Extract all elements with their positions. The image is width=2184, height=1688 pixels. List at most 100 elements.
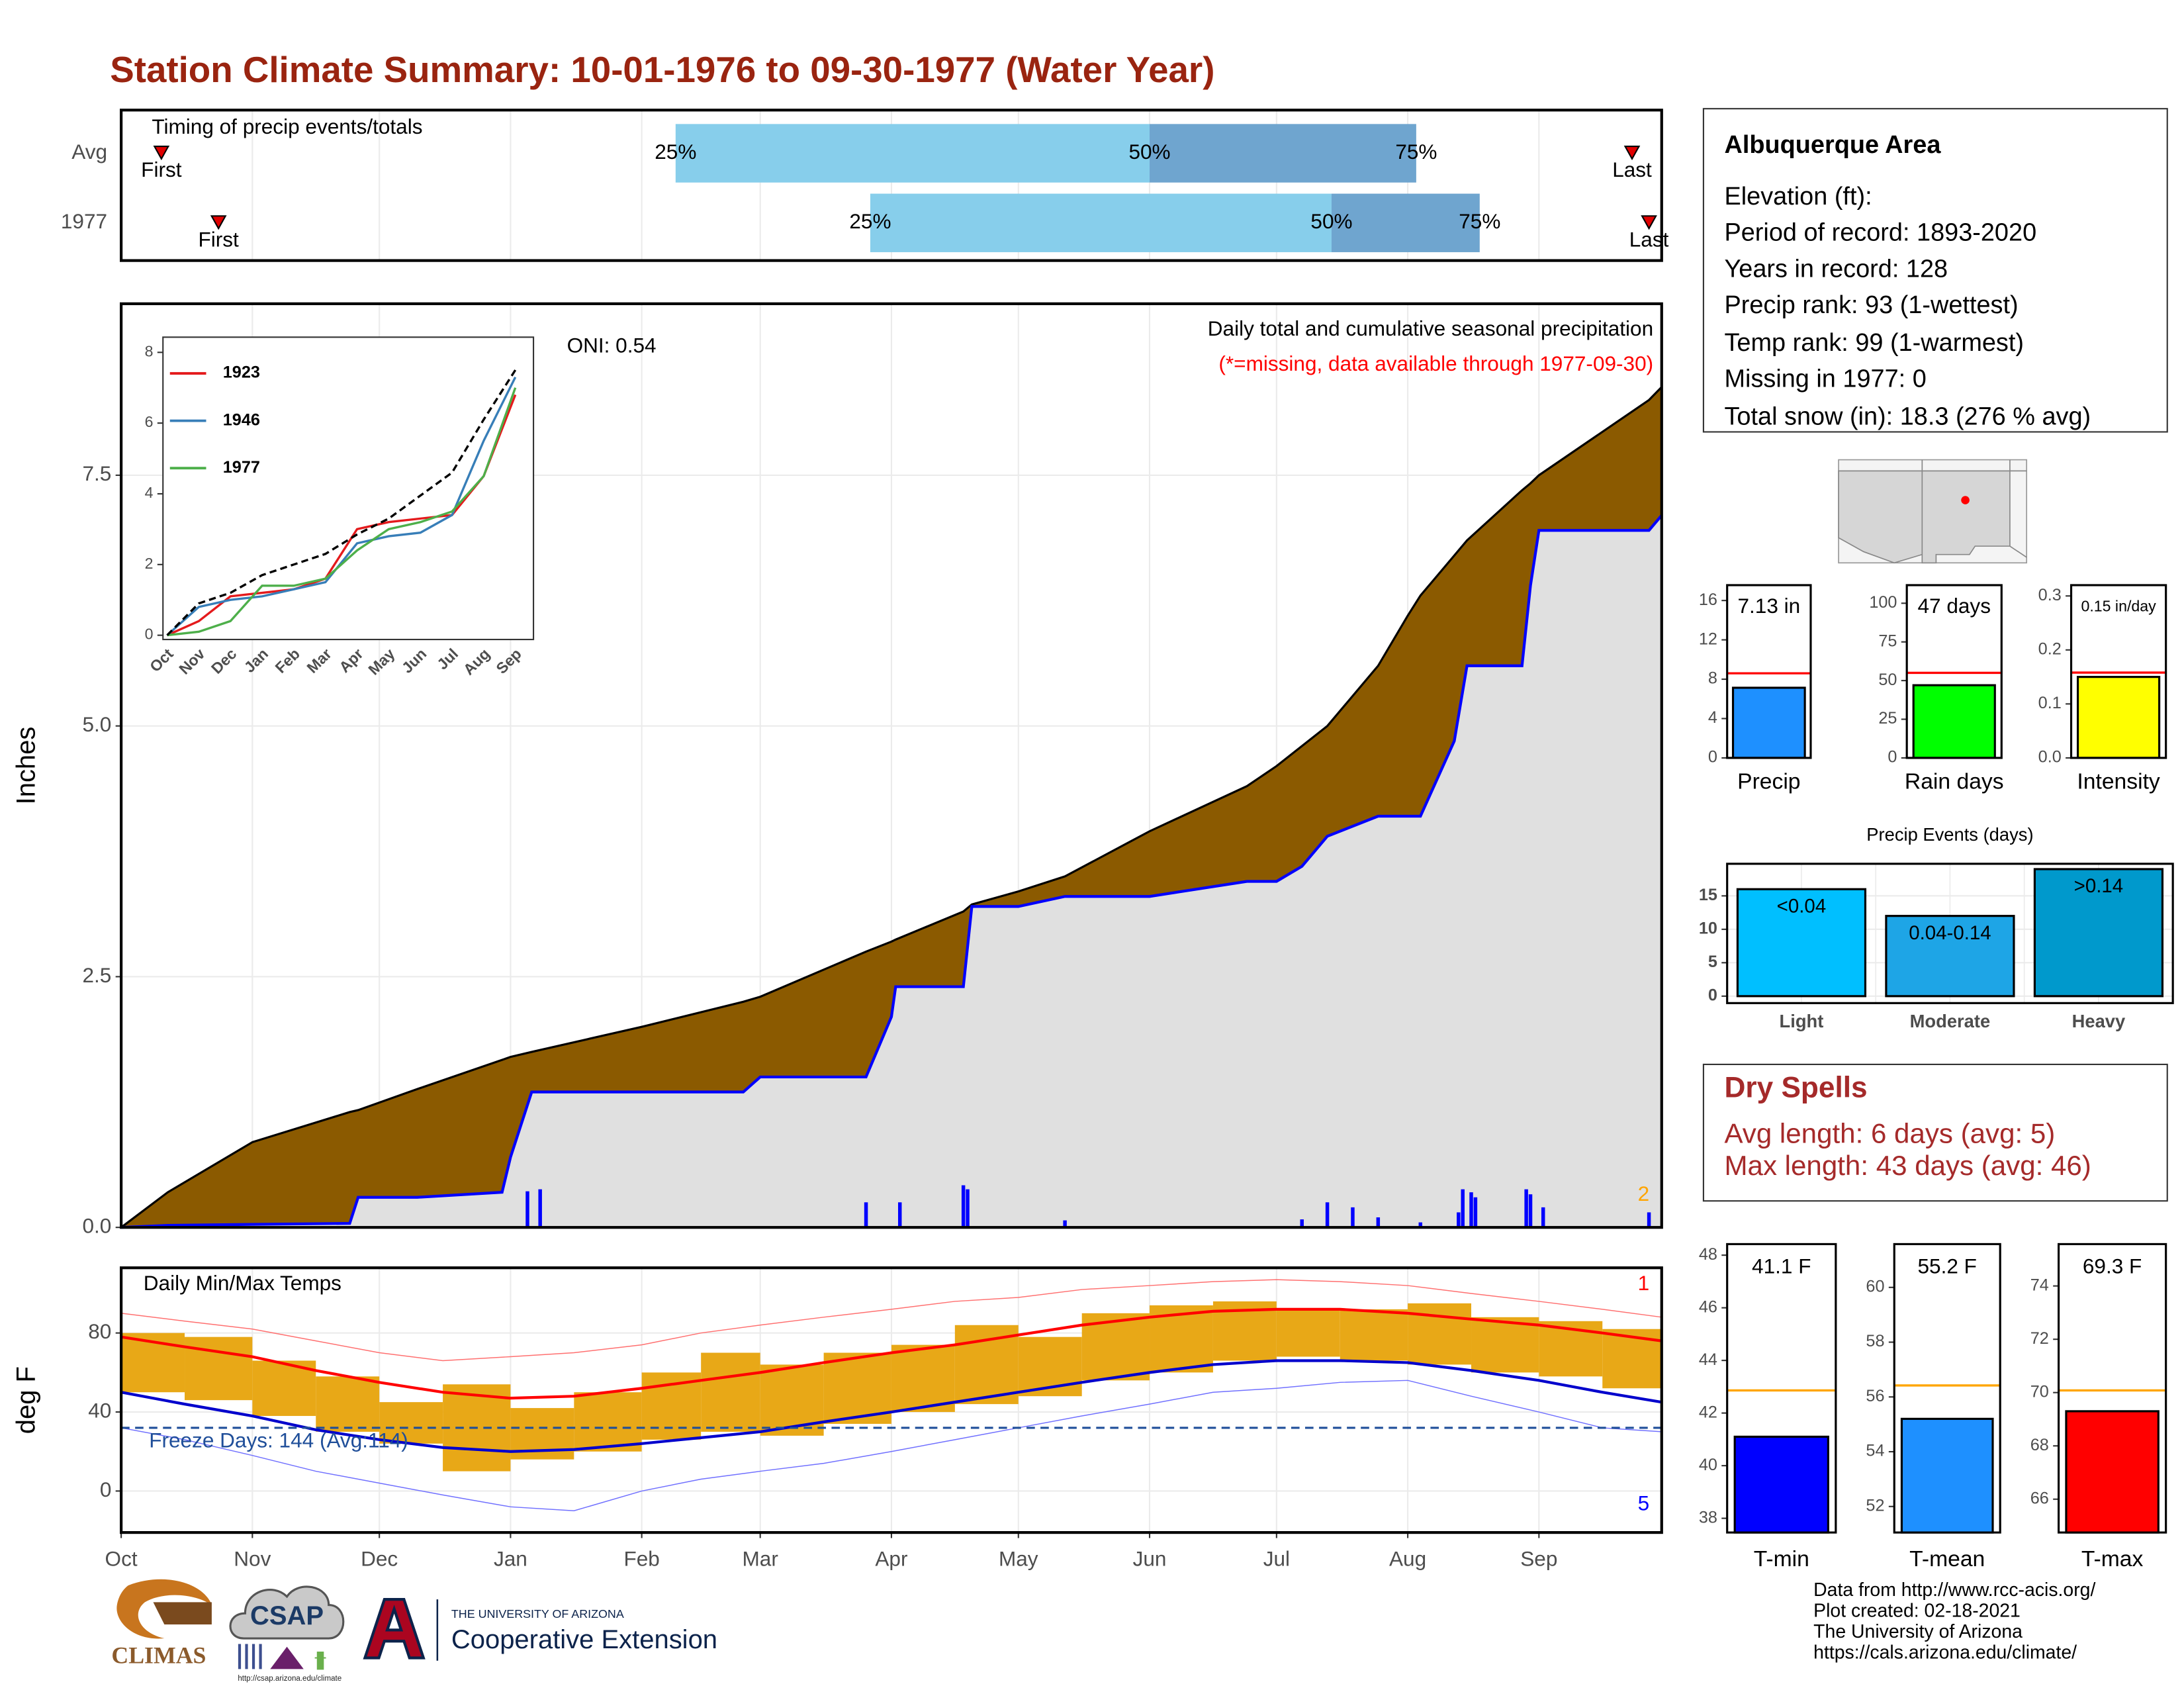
x-tick-label: Sep — [1520, 1547, 1557, 1571]
y-tick-label: 0.3 — [2038, 586, 2062, 604]
daily-temp-range — [185, 1336, 253, 1401]
y-tick-label: 60 — [1866, 1277, 1884, 1295]
daily-precip-bar — [864, 1202, 868, 1228]
daily-precip-bar — [1063, 1220, 1067, 1228]
temp-line — [120, 1307, 1662, 1400]
climas-mark — [153, 1602, 212, 1624]
legend-label: 1977 — [223, 458, 260, 477]
info-line: Period of record: 1893-2020 — [1724, 219, 2036, 247]
daily-precip-bar — [966, 1189, 970, 1228]
y-tick-label: 44 — [1699, 1350, 1717, 1369]
y-tick-label: 58 — [1866, 1332, 1884, 1350]
daily-precip-bar — [1457, 1212, 1461, 1228]
row-label: Avg — [71, 140, 107, 164]
daily-temp-range — [760, 1364, 824, 1436]
y-tick-label: 16 — [1699, 590, 1717, 609]
plot-frame — [1893, 1243, 2001, 1534]
annotation: Daily total and cumulative seasonal prec… — [1208, 316, 1653, 340]
chart-title: Precip Events (days) — [1866, 824, 2033, 845]
y-tick-label: 46 — [1699, 1297, 1717, 1316]
y-tick-label: 75 — [1878, 632, 1897, 650]
y-tick-label: 4 — [1708, 708, 1717, 727]
y-tick-label: 25 — [1878, 709, 1897, 727]
first-label: First — [199, 227, 240, 251]
quartile-label: 50% — [1310, 209, 1352, 233]
daily-precip-bar — [1351, 1207, 1355, 1228]
quartile-bar — [675, 124, 1150, 183]
plot-frame — [119, 1266, 1663, 1534]
logos: CLIMAS CSAP http://csap.arizona.edu/clim… — [111, 1579, 717, 1683]
first-label: First — [141, 158, 182, 181]
y-tick-label: 8 — [145, 342, 154, 359]
x-tick-label: May — [999, 1547, 1038, 1571]
y-tick-label: 7.5 — [83, 461, 112, 485]
quartile-bar — [1331, 193, 1480, 252]
csap-logo-text: CSAP — [250, 1601, 324, 1630]
bar — [1885, 915, 2015, 998]
y-tick-label: 66 — [2030, 1489, 2049, 1507]
quartile-label: 75% — [1395, 140, 1437, 164]
quartile-bar — [1150, 124, 1416, 183]
station-info: Albuquerque Area Elevation (ft): Period … — [1702, 108, 2168, 433]
quartile-label: 25% — [655, 140, 696, 164]
series-line — [166, 376, 517, 636]
daily-temp-range — [1276, 1309, 1340, 1357]
x-tick-label: Jan — [494, 1547, 527, 1571]
daily-temp-range — [574, 1392, 642, 1452]
daily-precip-bar — [1541, 1207, 1545, 1228]
info-line: Temp rank: 99 (1-warmest) — [1724, 329, 2024, 357]
bar — [1912, 684, 1996, 759]
annotation: ONI: 0.54 — [567, 333, 657, 357]
footer-line: https://cals.arizona.edu/climate/ — [1813, 1642, 2077, 1664]
university-text: THE UNIVERSITY OF ARIZONA — [451, 1607, 624, 1620]
y-tick-label: 74 — [2030, 1276, 2049, 1294]
annotation: 2 — [1638, 1182, 1650, 1205]
csap-mark — [270, 1646, 304, 1669]
y-tick-label: 0 — [145, 626, 154, 643]
y-tick-label: 0 — [1888, 748, 1897, 767]
page-title: Station Climate Summary: 10-01-1976 to 0… — [110, 49, 1214, 90]
series-line — [166, 369, 517, 636]
csap-mark — [238, 1644, 262, 1669]
cumulative-line — [121, 514, 1663, 1229]
x-tick-label: Moderate — [1910, 1011, 1991, 1031]
footer: Data from http://www.rcc-acis.org/ Plot … — [1813, 1579, 2095, 1664]
y-tick-label: 15 — [1699, 886, 1717, 904]
map-state — [1921, 470, 2011, 564]
bar — [1736, 888, 1867, 998]
y-tick-label: 68 — [2030, 1436, 2049, 1454]
x-tick-label: Apr — [875, 1547, 907, 1571]
value-label: 55.2 F — [1918, 1254, 1977, 1278]
value-label: 7.13 in — [1737, 594, 1800, 618]
annotation: (*=missing, data available through 1977-… — [1218, 352, 1653, 375]
y-tick-label: 50 — [1878, 671, 1897, 689]
info-title: Albuquerque Area — [1724, 131, 1941, 159]
x-tick-label: Precip — [1737, 770, 1800, 794]
plot-frame — [2058, 1243, 2167, 1534]
bar — [2033, 868, 2164, 998]
y-tick-label: 72 — [2030, 1329, 2049, 1348]
y-tick-label: 70 — [2030, 1382, 2049, 1401]
daily-precip-bar — [525, 1191, 529, 1228]
climas-mark — [116, 1579, 212, 1639]
panel-title: Timing of precip events/totals — [152, 115, 422, 138]
dry-box — [1702, 1063, 2168, 1202]
x-tick-label: Intensity — [2077, 770, 2160, 794]
y-tick-label: 2 — [145, 555, 154, 572]
y-tick-label: 56 — [1866, 1387, 1884, 1405]
x-tick-label: Jun — [1133, 1547, 1167, 1571]
daily-precip-bar — [538, 1189, 542, 1228]
info-line: Elevation (ft): — [1724, 183, 1872, 211]
dry-title: Dry Spells — [1724, 1072, 1867, 1104]
y-axis-label: Inches — [12, 727, 41, 805]
legend-label: 1923 — [223, 363, 260, 382]
bar-label: 0.04-0.14 — [1909, 922, 1991, 944]
info-line: Missing in 1977: 0 — [1724, 365, 1926, 393]
bar — [1900, 1417, 1994, 1534]
x-tick-label: Dec — [361, 1547, 398, 1571]
plot-frame — [1905, 584, 2003, 759]
y-tick-label: 0 — [1708, 748, 1717, 767]
y-tick-label: 10 — [1699, 919, 1717, 938]
daily-temp-range — [701, 1352, 760, 1432]
x-tick-label: T-mean — [1909, 1547, 1985, 1571]
